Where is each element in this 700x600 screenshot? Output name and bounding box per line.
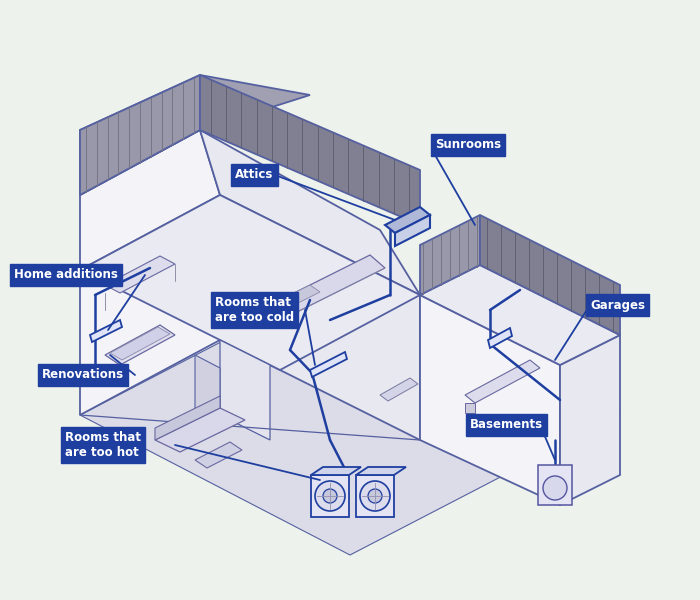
Text: Rooms that
are too cold: Rooms that are too cold [215,296,294,324]
Circle shape [368,489,382,503]
Polygon shape [311,467,361,475]
Text: Attics: Attics [235,169,274,181]
Polygon shape [220,340,270,440]
Polygon shape [420,265,620,365]
Polygon shape [465,360,540,403]
Polygon shape [280,255,385,313]
Polygon shape [280,285,320,307]
Polygon shape [420,295,560,505]
Polygon shape [538,465,572,505]
Polygon shape [80,75,200,195]
Polygon shape [465,403,475,413]
Text: Basements: Basements [470,419,543,431]
Text: Sunrooms: Sunrooms [435,139,501,151]
Polygon shape [155,396,220,440]
Polygon shape [80,130,220,270]
Polygon shape [90,320,122,342]
Polygon shape [200,75,420,225]
Polygon shape [395,215,430,246]
Circle shape [360,481,390,511]
Polygon shape [311,475,349,517]
Polygon shape [105,325,175,365]
Polygon shape [310,352,347,377]
Polygon shape [488,328,512,348]
Polygon shape [220,195,420,440]
Circle shape [323,489,337,503]
Polygon shape [155,408,245,452]
Polygon shape [420,215,480,295]
Polygon shape [480,215,620,335]
Polygon shape [80,275,620,555]
Polygon shape [385,207,430,233]
Text: Rooms that
are too hot: Rooms that are too hot [65,431,141,459]
Circle shape [543,476,567,500]
Text: Garages: Garages [590,298,645,311]
Polygon shape [195,355,220,428]
Polygon shape [560,335,620,505]
Text: Renovations: Renovations [42,368,124,382]
Polygon shape [80,195,220,415]
Text: Home additions: Home additions [14,269,118,281]
Polygon shape [356,475,394,517]
Polygon shape [110,327,170,360]
Polygon shape [195,442,242,468]
Polygon shape [105,256,175,293]
Circle shape [315,481,345,511]
Polygon shape [380,378,418,401]
Polygon shape [80,75,310,195]
Polygon shape [200,130,420,295]
Polygon shape [356,467,406,475]
Polygon shape [80,195,420,370]
